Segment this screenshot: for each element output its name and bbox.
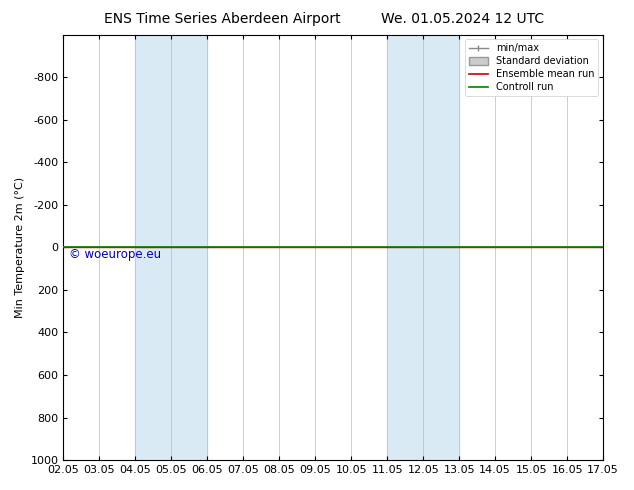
Legend: min/max, Standard deviation, Ensemble mean run, Controll run: min/max, Standard deviation, Ensemble me… [465, 40, 598, 96]
Text: ENS Time Series Aberdeen Airport: ENS Time Series Aberdeen Airport [103, 12, 340, 26]
Bar [387, 35, 459, 460]
Y-axis label: Min Temperature 2m (°C): Min Temperature 2m (°C) [15, 177, 25, 318]
Text: © woeurope.eu: © woeurope.eu [69, 248, 161, 261]
Text: We. 01.05.2024 12 UTC: We. 01.05.2024 12 UTC [381, 12, 545, 26]
Bar [136, 35, 207, 460]
